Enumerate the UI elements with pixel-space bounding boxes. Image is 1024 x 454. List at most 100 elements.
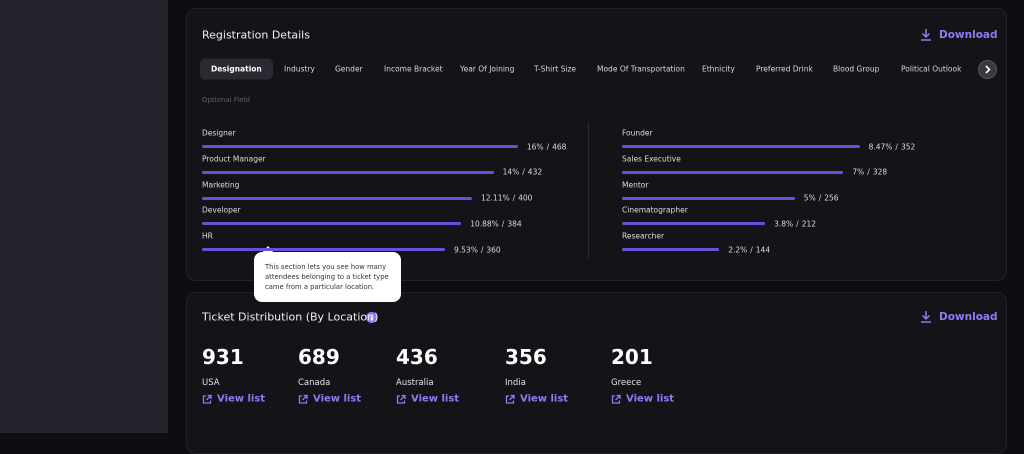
percent: 12.11% — [481, 193, 510, 203]
tab[interactable]: Mode Of Transportation — [597, 64, 685, 74]
external-link-icon — [202, 394, 212, 404]
view-list-link[interactable]: View list — [202, 394, 265, 405]
bar — [622, 222, 766, 226]
row-value: 5%/256 — [804, 194, 839, 203]
registration-card — [186, 8, 1007, 281]
tab[interactable]: Preferred Drink — [756, 64, 813, 74]
tab[interactable]: T-Shirt Size — [534, 64, 577, 74]
tab[interactable]: Gender — [335, 64, 363, 74]
row-label: HR — [202, 231, 213, 241]
row-value: 14%/432 — [503, 168, 543, 177]
percent: 7% — [852, 167, 865, 177]
ticket-count: 689 — [298, 345, 340, 369]
external-link-icon — [505, 394, 515, 404]
view-list-link[interactable]: View list — [298, 394, 361, 405]
view-list-text: View list — [217, 393, 266, 405]
bar — [622, 145, 860, 148]
bar — [202, 248, 445, 252]
tab[interactable]: Ethnicity — [702, 64, 735, 74]
row-label: Sales Executive — [622, 154, 681, 164]
tabs-next-button[interactable] — [978, 60, 997, 79]
tab[interactable]: Income Bracket — [384, 64, 443, 74]
separator: / — [895, 142, 898, 151]
separator: / — [501, 219, 505, 229]
row-label: Mentor — [622, 180, 649, 190]
percent: 2.2% — [728, 245, 748, 255]
percent: 3.8% — [774, 219, 794, 229]
tooltip-line: This section lets you see how many — [265, 263, 387, 271]
row-value: 3.8%/212 — [774, 219, 816, 228]
tab[interactable]: Industry — [284, 64, 315, 74]
row-label: Researcher — [622, 231, 665, 241]
count: 384 — [507, 219, 522, 229]
location-name: Canada — [298, 378, 331, 388]
location-name: Greece — [611, 378, 642, 388]
bar — [202, 196, 472, 200]
view-list-link[interactable]: View list — [611, 394, 674, 405]
download-button[interactable]: Download — [939, 311, 998, 323]
download-icon — [921, 29, 931, 41]
view-list-link[interactable]: View list — [396, 394, 459, 405]
optional-field-label: Optional Field — [202, 96, 250, 104]
bar — [202, 170, 494, 174]
row-label: Developer — [202, 205, 241, 215]
bar — [622, 248, 720, 252]
tab[interactable]: Blood Group — [833, 64, 880, 74]
percent: 9.53% — [454, 245, 478, 255]
percent: 16% — [526, 142, 544, 151]
tooltip-line: came from a particular location. — [265, 283, 375, 291]
row-label: Designer — [202, 128, 236, 138]
external-link-icon — [396, 394, 406, 404]
download-button[interactable]: Download — [939, 29, 998, 41]
bar — [622, 170, 844, 174]
separator: / — [818, 193, 822, 203]
row-label: Cinematographer — [622, 205, 688, 215]
count: 360 — [486, 245, 501, 255]
row-value: 10.88%/384 — [470, 219, 521, 228]
separator: / — [867, 167, 870, 177]
row-value: 8.47%/352 — [869, 142, 916, 151]
tab[interactable]: Political Outlook — [901, 64, 962, 74]
tickets-card — [186, 292, 1007, 454]
count: 468 — [552, 142, 567, 151]
section-title: Ticket Distribution (By Location) — [202, 310, 379, 324]
count: 352 — [900, 142, 916, 151]
row-value: 7%/328 — [852, 168, 887, 177]
tab[interactable]: Year Of Joining — [460, 64, 515, 74]
external-link-icon — [298, 394, 308, 404]
external-link-icon — [611, 394, 621, 404]
separator: / — [480, 245, 484, 255]
count: 144 — [755, 245, 771, 255]
count: 212 — [801, 219, 817, 229]
separator: / — [546, 142, 550, 151]
row-label: Marketing — [202, 180, 240, 190]
ticket-count: 436 — [396, 345, 438, 369]
column-divider — [588, 123, 589, 259]
row-value: 16%/468 — [527, 142, 567, 151]
tooltip-line: attendees belonging to a ticket type — [265, 273, 389, 281]
percent: 14% — [502, 167, 520, 177]
row-label: Product Manager — [202, 154, 266, 164]
view-list-link[interactable]: View list — [505, 394, 568, 405]
ticket-count: 201 — [611, 345, 653, 369]
percent: 10.88% — [470, 219, 499, 229]
count: 432 — [527, 167, 543, 177]
download-icon — [921, 311, 931, 323]
separator: / — [522, 167, 525, 177]
separator: / — [796, 219, 799, 229]
view-list-text: View list — [313, 393, 362, 405]
ticket-count: 356 — [505, 345, 547, 369]
percent: 8.47% — [868, 142, 893, 151]
tooltip: This section lets you see how many attend… — [254, 252, 401, 302]
percent: 5% — [803, 193, 816, 203]
bar — [202, 145, 518, 148]
view-list-text: View list — [520, 393, 569, 405]
bar — [202, 222, 462, 226]
view-list-text: View list — [626, 393, 675, 405]
info-icon[interactable] — [366, 312, 377, 323]
location-name: Australia — [396, 378, 434, 388]
count: 400 — [518, 193, 533, 203]
row-value: 2.2%/144 — [728, 245, 770, 254]
tab[interactable]: Designation — [200, 58, 273, 80]
